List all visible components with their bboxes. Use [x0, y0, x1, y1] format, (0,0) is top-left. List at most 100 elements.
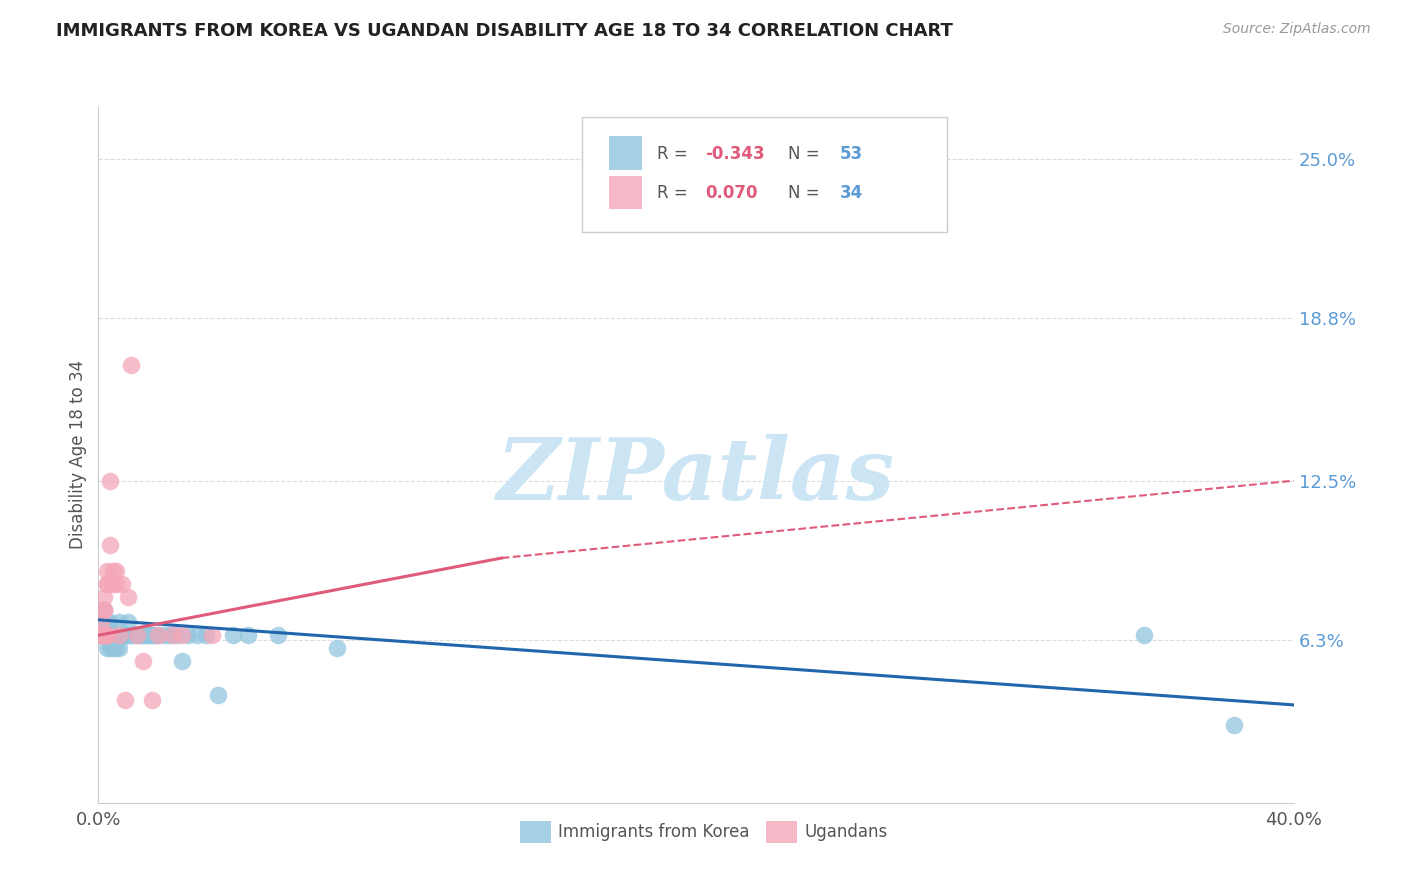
Point — [93, 590, 115, 604]
Point — [93, 602, 115, 616]
Text: N =: N = — [787, 184, 825, 202]
Point — [103, 576, 125, 591]
Point — [129, 628, 152, 642]
Point — [117, 628, 139, 642]
Point — [132, 628, 155, 642]
Point — [96, 628, 118, 642]
Point — [90, 615, 112, 630]
Point — [222, 628, 245, 642]
Text: IMMIGRANTS FROM KOREA VS UGANDAN DISABILITY AGE 18 TO 34 CORRELATION CHART: IMMIGRANTS FROM KOREA VS UGANDAN DISABIL… — [56, 22, 953, 40]
FancyBboxPatch shape — [609, 136, 643, 169]
Point — [120, 628, 142, 642]
Point — [96, 576, 118, 591]
Point — [108, 628, 131, 642]
Text: ZIPatlas: ZIPatlas — [496, 434, 896, 517]
Text: 53: 53 — [839, 145, 862, 162]
Point — [111, 628, 134, 642]
Point — [93, 628, 115, 642]
Point — [90, 628, 112, 642]
Point — [96, 564, 118, 578]
Point — [162, 628, 184, 642]
Point — [108, 628, 131, 642]
Point — [108, 641, 131, 656]
Point — [111, 576, 134, 591]
Text: Ugandans: Ugandans — [804, 823, 887, 841]
Point — [135, 628, 157, 642]
Point — [96, 628, 118, 642]
Point — [108, 615, 131, 630]
Point — [100, 641, 122, 656]
Y-axis label: Disability Age 18 to 34: Disability Age 18 to 34 — [69, 360, 87, 549]
Point — [105, 564, 128, 578]
Point — [267, 628, 290, 642]
Point — [103, 628, 125, 642]
Point — [195, 628, 218, 642]
Point — [90, 602, 112, 616]
Point — [96, 628, 118, 642]
Point — [138, 628, 160, 642]
Point — [117, 615, 139, 630]
Point — [90, 628, 112, 642]
Point — [201, 628, 224, 642]
Point — [93, 602, 115, 616]
Point — [127, 628, 149, 642]
Point — [96, 576, 118, 591]
Point — [100, 615, 122, 630]
Point — [93, 615, 115, 630]
Point — [96, 628, 118, 642]
Point — [1223, 718, 1246, 732]
Point — [177, 628, 200, 642]
Point — [1133, 628, 1156, 642]
Point — [207, 688, 229, 702]
Text: R =: R = — [657, 184, 693, 202]
Point — [124, 628, 146, 642]
Point — [105, 628, 128, 642]
Text: R =: R = — [657, 145, 693, 162]
Point — [96, 641, 118, 656]
FancyBboxPatch shape — [609, 176, 643, 210]
Point — [127, 628, 149, 642]
Point — [114, 692, 136, 706]
Point — [141, 692, 163, 706]
Point — [148, 628, 170, 642]
Point — [93, 628, 115, 642]
Point — [120, 358, 142, 372]
Point — [111, 628, 134, 642]
Text: N =: N = — [787, 145, 825, 162]
Point — [90, 628, 112, 642]
Point — [153, 628, 176, 642]
Point — [117, 590, 139, 604]
Point — [186, 628, 208, 642]
Text: Source: ZipAtlas.com: Source: ZipAtlas.com — [1223, 22, 1371, 37]
Point — [96, 628, 118, 642]
Point — [114, 628, 136, 642]
Point — [105, 576, 128, 591]
Point — [96, 615, 118, 630]
Text: 0.070: 0.070 — [706, 184, 758, 202]
Point — [103, 641, 125, 656]
Point — [114, 628, 136, 642]
Point — [105, 628, 128, 642]
Point — [100, 474, 122, 488]
Text: -0.343: -0.343 — [706, 145, 765, 162]
Point — [132, 628, 155, 642]
Point — [172, 628, 194, 642]
Point — [100, 628, 122, 642]
Point — [326, 641, 349, 656]
Point — [159, 628, 181, 642]
Point — [132, 654, 155, 668]
Point — [90, 628, 112, 642]
Text: 34: 34 — [839, 184, 863, 202]
Point — [96, 628, 118, 642]
Point — [236, 628, 259, 642]
Point — [103, 564, 125, 578]
Point — [100, 538, 122, 552]
Point — [143, 628, 166, 642]
Point — [148, 628, 170, 642]
Point — [141, 628, 163, 642]
Point — [90, 628, 112, 642]
FancyBboxPatch shape — [582, 118, 948, 232]
Point — [105, 641, 128, 656]
Point — [103, 628, 125, 642]
Point — [100, 628, 122, 642]
